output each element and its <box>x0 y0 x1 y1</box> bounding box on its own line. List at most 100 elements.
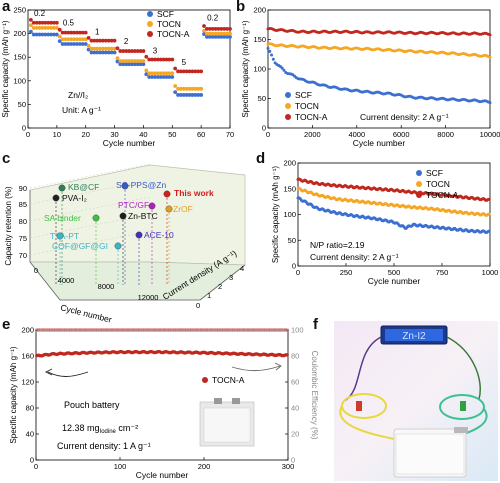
a-point-SCF <box>144 72 149 77</box>
c-z-tick-label: 2 <box>218 282 222 291</box>
a-point-TOCN <box>49 26 53 30</box>
a-point-SCF <box>190 93 195 97</box>
b-point-TOCN <box>488 55 492 59</box>
a-point-SCF <box>104 50 108 55</box>
a-point-SCF <box>132 62 137 67</box>
d-point-TOCN-A <box>487 197 491 201</box>
b-legend-marker <box>285 92 291 98</box>
a-legend-label: TOCN <box>157 19 181 29</box>
e-y2-tick-label: 60 <box>291 378 299 387</box>
a-point-TOCN-A <box>106 38 111 43</box>
a-point-SCF <box>150 75 154 79</box>
b-y-tick-label: 150 <box>253 35 266 44</box>
a-point-TOCN <box>63 37 68 42</box>
panel-label-d: d <box>256 150 266 167</box>
a-point-TOCN-A <box>138 49 143 53</box>
a-legend-marker <box>147 11 153 17</box>
a-annotation-unit: Unit: A g⁻¹ <box>62 105 101 115</box>
a-point-TOCN-A <box>228 26 232 31</box>
a-point-TOCN-A <box>46 20 51 25</box>
c-point-label: PTC/GF <box>118 200 149 210</box>
a-point-TOCN-A <box>86 35 91 40</box>
a-point-SCF <box>147 75 152 79</box>
a-x-tick-label: 0 <box>26 130 30 139</box>
c-x-tick-label: 12000 <box>138 293 159 302</box>
b-point-SCF <box>270 53 274 57</box>
a-point-TOCN <box>72 37 77 42</box>
a-rate-label: 5 <box>182 58 187 67</box>
a-point-TOCN-A <box>40 20 45 25</box>
a-point-TOCN <box>196 86 201 91</box>
e-pouch-tab <box>232 398 240 404</box>
a-point-TOCN <box>216 31 221 36</box>
a-point-TOCN <box>161 71 166 76</box>
a-point-TOCN-A <box>89 38 94 43</box>
a-point-SCF <box>164 75 169 79</box>
e-point-CE <box>285 328 290 332</box>
c-point <box>52 194 60 202</box>
b-point-SCF <box>271 57 275 61</box>
a-point-TOCN <box>52 26 56 30</box>
a-rate-label: 0.2 <box>34 9 46 18</box>
a-point-TOCN <box>86 43 91 48</box>
a-point-SCF <box>176 93 180 97</box>
a-point-SCF <box>179 93 183 97</box>
e-x-tick-label: 300 <box>282 462 295 471</box>
a-point-SCF <box>155 75 160 79</box>
a-point-SCF <box>115 59 120 64</box>
a-point-TOCN-A <box>184 69 189 74</box>
e-arrow-right <box>231 365 281 372</box>
c-point-label: This work <box>174 188 214 198</box>
b-point-SCF <box>488 101 492 105</box>
a-point-TOCN <box>40 26 45 30</box>
a-legend-label: SCF <box>157 9 174 19</box>
c-y-tick-label: 90 <box>19 184 27 193</box>
a-point-TOCN-A <box>213 26 218 31</box>
c-point-label: ZrOF <box>173 204 193 214</box>
a-point-TOCN <box>222 31 227 36</box>
a-point-TOCN <box>132 59 137 63</box>
a-point-SCF <box>37 32 42 37</box>
a-point-TOCN-A <box>118 49 123 53</box>
b-x-axis-label: Cycle number <box>353 138 406 148</box>
c-gridline <box>29 163 151 189</box>
a-point-TOCN <box>95 46 100 51</box>
a-point-SCF <box>202 32 206 36</box>
d-y-tick-label: 50 <box>288 236 296 245</box>
panel-label-b: b <box>236 0 246 15</box>
b-x-tick-label: 4000 <box>348 130 365 139</box>
a-point-TOCN-A <box>124 49 129 53</box>
a-point-SCF <box>210 35 215 39</box>
a-point-SCF <box>135 62 140 67</box>
c-z-axis-line <box>199 264 246 301</box>
a-point-TOCN <box>34 26 39 30</box>
a-point-TOCN <box>121 59 126 63</box>
a-point-TOCN-A <box>37 20 42 25</box>
a-point-SCF <box>170 75 175 79</box>
a-point-TOCN <box>176 86 180 91</box>
d-legend-label: TOCN <box>426 179 450 189</box>
a-point-TOCN-A <box>187 69 192 74</box>
a-point-TOCN <box>164 71 169 76</box>
a-point-SCF <box>173 90 178 95</box>
panel-label-f: f <box>313 316 318 333</box>
c-point <box>121 182 129 190</box>
a-point-TOCN-A <box>121 49 126 53</box>
c-point-label: SA binder <box>44 213 81 223</box>
a-legend-marker <box>147 21 153 27</box>
b-y-tick-label: 200 <box>253 6 266 15</box>
d-annotation-current: Current density: 2 A g⁻¹ <box>310 252 399 262</box>
a-point-TOCN <box>78 37 82 42</box>
a-point-TOCN-A <box>83 30 88 35</box>
a-point-SCF <box>109 50 114 55</box>
a-point-TOCN-A <box>205 26 209 31</box>
a-point-TOCN <box>213 31 218 36</box>
e-plot-frame <box>35 329 289 461</box>
a-point-SCF <box>95 50 100 55</box>
e-y-axis-label: Specific capacity (mAh g⁻¹) <box>9 346 18 443</box>
a-point-TOCN-A <box>216 26 221 31</box>
a-x-tick-label: 10 <box>53 130 61 139</box>
e-annotation-loading: 12.38 mgIodine cm⁻² <box>62 423 138 435</box>
d-plot-frame <box>297 162 491 267</box>
a-point-TOCN-A <box>176 69 180 74</box>
